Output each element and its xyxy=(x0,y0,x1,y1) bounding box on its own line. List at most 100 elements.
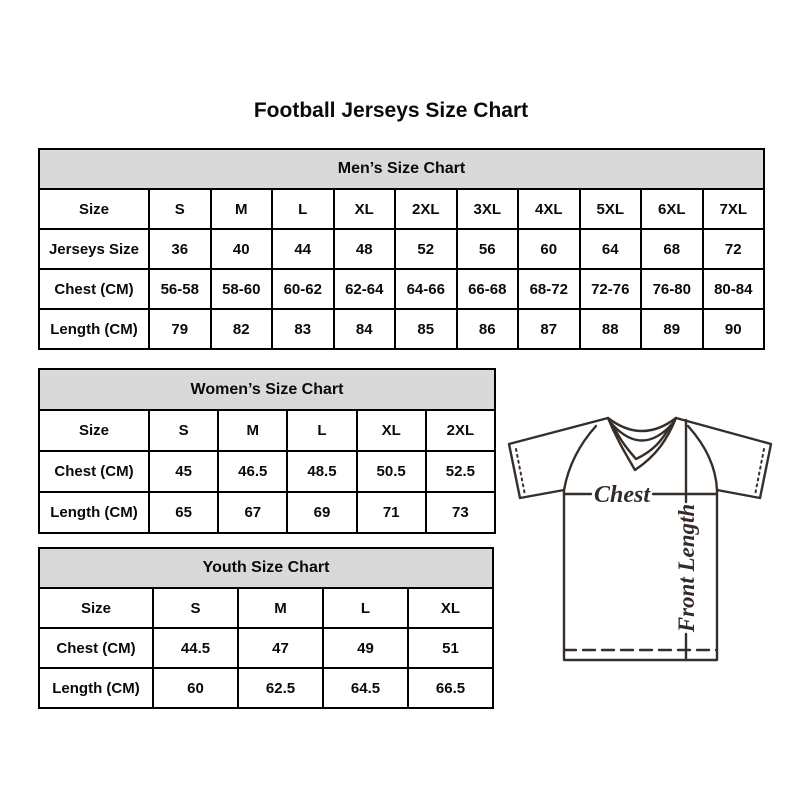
table-row: Size S M L XL 2XL 3XL 4XL 5XL 6XL 7XL xyxy=(38,188,765,230)
collar-icon xyxy=(606,416,678,433)
table-cell: 48 xyxy=(332,228,396,270)
table-row: Chest (CM) 44.5 47 49 51 xyxy=(38,627,494,669)
table-cell: 60 xyxy=(152,667,239,709)
table-cell: 65 xyxy=(147,491,220,534)
table-cell: 4XL xyxy=(517,188,581,230)
table-cell: 52.5 xyxy=(424,450,497,493)
table-cell: 48.5 xyxy=(286,450,358,493)
table-cell: S xyxy=(148,188,212,230)
table-cell: 47 xyxy=(237,627,324,669)
table-cell: S xyxy=(147,409,220,452)
table-cell: 64-66 xyxy=(394,268,458,310)
table-cell: 36 xyxy=(148,228,212,270)
table-cell: 71 xyxy=(355,491,427,534)
table-cell: S xyxy=(152,587,239,629)
table-cell: 49 xyxy=(322,627,409,669)
table-cell: M xyxy=(209,188,273,230)
table-cell: 60 xyxy=(517,228,581,270)
table-cell: 64 xyxy=(578,228,642,270)
table-title: Men’s Size Chart xyxy=(38,148,765,190)
table-cell: 86 xyxy=(455,308,519,350)
table-cell: 60-62 xyxy=(271,268,335,310)
table-cell: 66.5 xyxy=(407,667,494,709)
womens-size-table: Women’s Size Chart Size S M L XL 2XL Chest (CM)… xyxy=(38,368,497,534)
table-cell: 73 xyxy=(424,491,497,534)
row-label: Chest (CM) xyxy=(38,627,154,669)
table-row: Chest (CM) 56-58 58-60 60-62 62-64 64-66 66-68… xyxy=(38,268,765,310)
chest-label: Chest xyxy=(594,482,651,508)
table-cell: 40 xyxy=(209,228,273,270)
row-label: Size xyxy=(38,188,150,230)
right-cuff-stitch-icon xyxy=(754,448,765,496)
front-length-label: Front Length xyxy=(674,504,699,633)
table-cell: 79 xyxy=(148,308,212,350)
table-cell: L xyxy=(271,188,335,230)
row-label: Length (CM) xyxy=(38,308,150,350)
table-cell: 2XL xyxy=(394,188,458,230)
table-cell: 89 xyxy=(640,308,704,350)
table-cell: 82 xyxy=(209,308,273,350)
table-cell: 46.5 xyxy=(217,450,289,493)
table-cell: 69 xyxy=(286,491,358,534)
table-cell: 84 xyxy=(332,308,396,350)
left-armhole-seam-icon xyxy=(562,424,598,492)
table-cell: 66-68 xyxy=(455,268,519,310)
row-label: Chest (CM) xyxy=(38,268,150,310)
row-label: Length (CM) xyxy=(38,491,150,534)
table-cell: 72-76 xyxy=(578,268,642,310)
table-cell: 87 xyxy=(517,308,581,350)
table-row: Length (CM) 79 82 83 84 85 86 87 88 89 90 xyxy=(38,308,765,350)
table-row: Size S M L XL xyxy=(38,587,494,629)
table-title-row: Youth Size Chart xyxy=(38,547,494,589)
row-label: Chest (CM) xyxy=(38,450,150,493)
table-row: Jerseys Size 36 40 44 48 52 56 60 64 68 72 xyxy=(38,228,765,270)
table-cell: 56 xyxy=(455,228,519,270)
table-cell: 50.5 xyxy=(355,450,427,493)
table-title-row: Women’s Size Chart xyxy=(38,368,496,411)
table-cell: XL xyxy=(332,188,396,230)
table-cell: 83 xyxy=(271,308,335,350)
table-cell: 64.5 xyxy=(322,667,409,709)
table-cell: 7XL xyxy=(701,188,765,230)
table-cell: 3XL xyxy=(455,188,519,230)
left-cuff-stitch-icon xyxy=(515,448,526,496)
table-cell: M xyxy=(237,587,324,629)
table-row: Chest (CM) 45 46.5 48.5 50.5 52.5 xyxy=(38,450,497,493)
table-cell: 58-60 xyxy=(209,268,273,310)
table-cell: L xyxy=(322,587,409,629)
table-cell: 5XL xyxy=(578,188,642,230)
table-cell: 85 xyxy=(394,308,458,350)
table-cell: 76-80 xyxy=(640,268,704,310)
table-cell: XL xyxy=(355,409,427,452)
vneck-inner-icon xyxy=(612,424,672,461)
vneck-outer-icon xyxy=(606,416,678,472)
table-cell: 72 xyxy=(701,228,765,270)
table-cell: 56-58 xyxy=(148,268,212,310)
table-title: Youth Size Chart xyxy=(38,547,494,589)
table-row: Length (CM) 60 62.5 64.5 66.5 xyxy=(38,667,494,709)
table-cell: 68 xyxy=(640,228,704,270)
right-armhole-seam-icon xyxy=(686,424,719,492)
page-title: Football Jerseys Size Chart xyxy=(253,99,529,122)
table-cell: 45 xyxy=(147,450,220,493)
table-cell: 2XL xyxy=(424,409,497,452)
table-cell: 80-84 xyxy=(701,268,765,310)
table-cell: 6XL xyxy=(640,188,704,230)
table-cell: 62.5 xyxy=(237,667,324,709)
table-cell: M xyxy=(217,409,289,452)
table-title-row: Men’s Size Chart xyxy=(38,148,765,190)
youth-size-table: Youth Size Chart Size S M L XL Chest (CM) 44.5 4… xyxy=(38,547,494,709)
jersey-measurement-diagram: Chest Front Length xyxy=(507,416,773,662)
table-cell: 88 xyxy=(578,308,642,350)
row-label: Size xyxy=(38,587,154,629)
mens-size-table: Men’s Size Chart Size S M L XL 2XL 3XL 4XL 5XL 6XL… xyxy=(38,148,765,350)
table-cell: XL xyxy=(407,587,494,629)
jersey-outline-icon xyxy=(507,416,773,662)
table-cell: 51 xyxy=(407,627,494,669)
row-label: Size xyxy=(38,409,150,452)
table-cell: 68-72 xyxy=(517,268,581,310)
table-cell: 52 xyxy=(394,228,458,270)
table-row: Size S M L XL 2XL xyxy=(38,409,497,452)
table-cell: L xyxy=(286,409,358,452)
